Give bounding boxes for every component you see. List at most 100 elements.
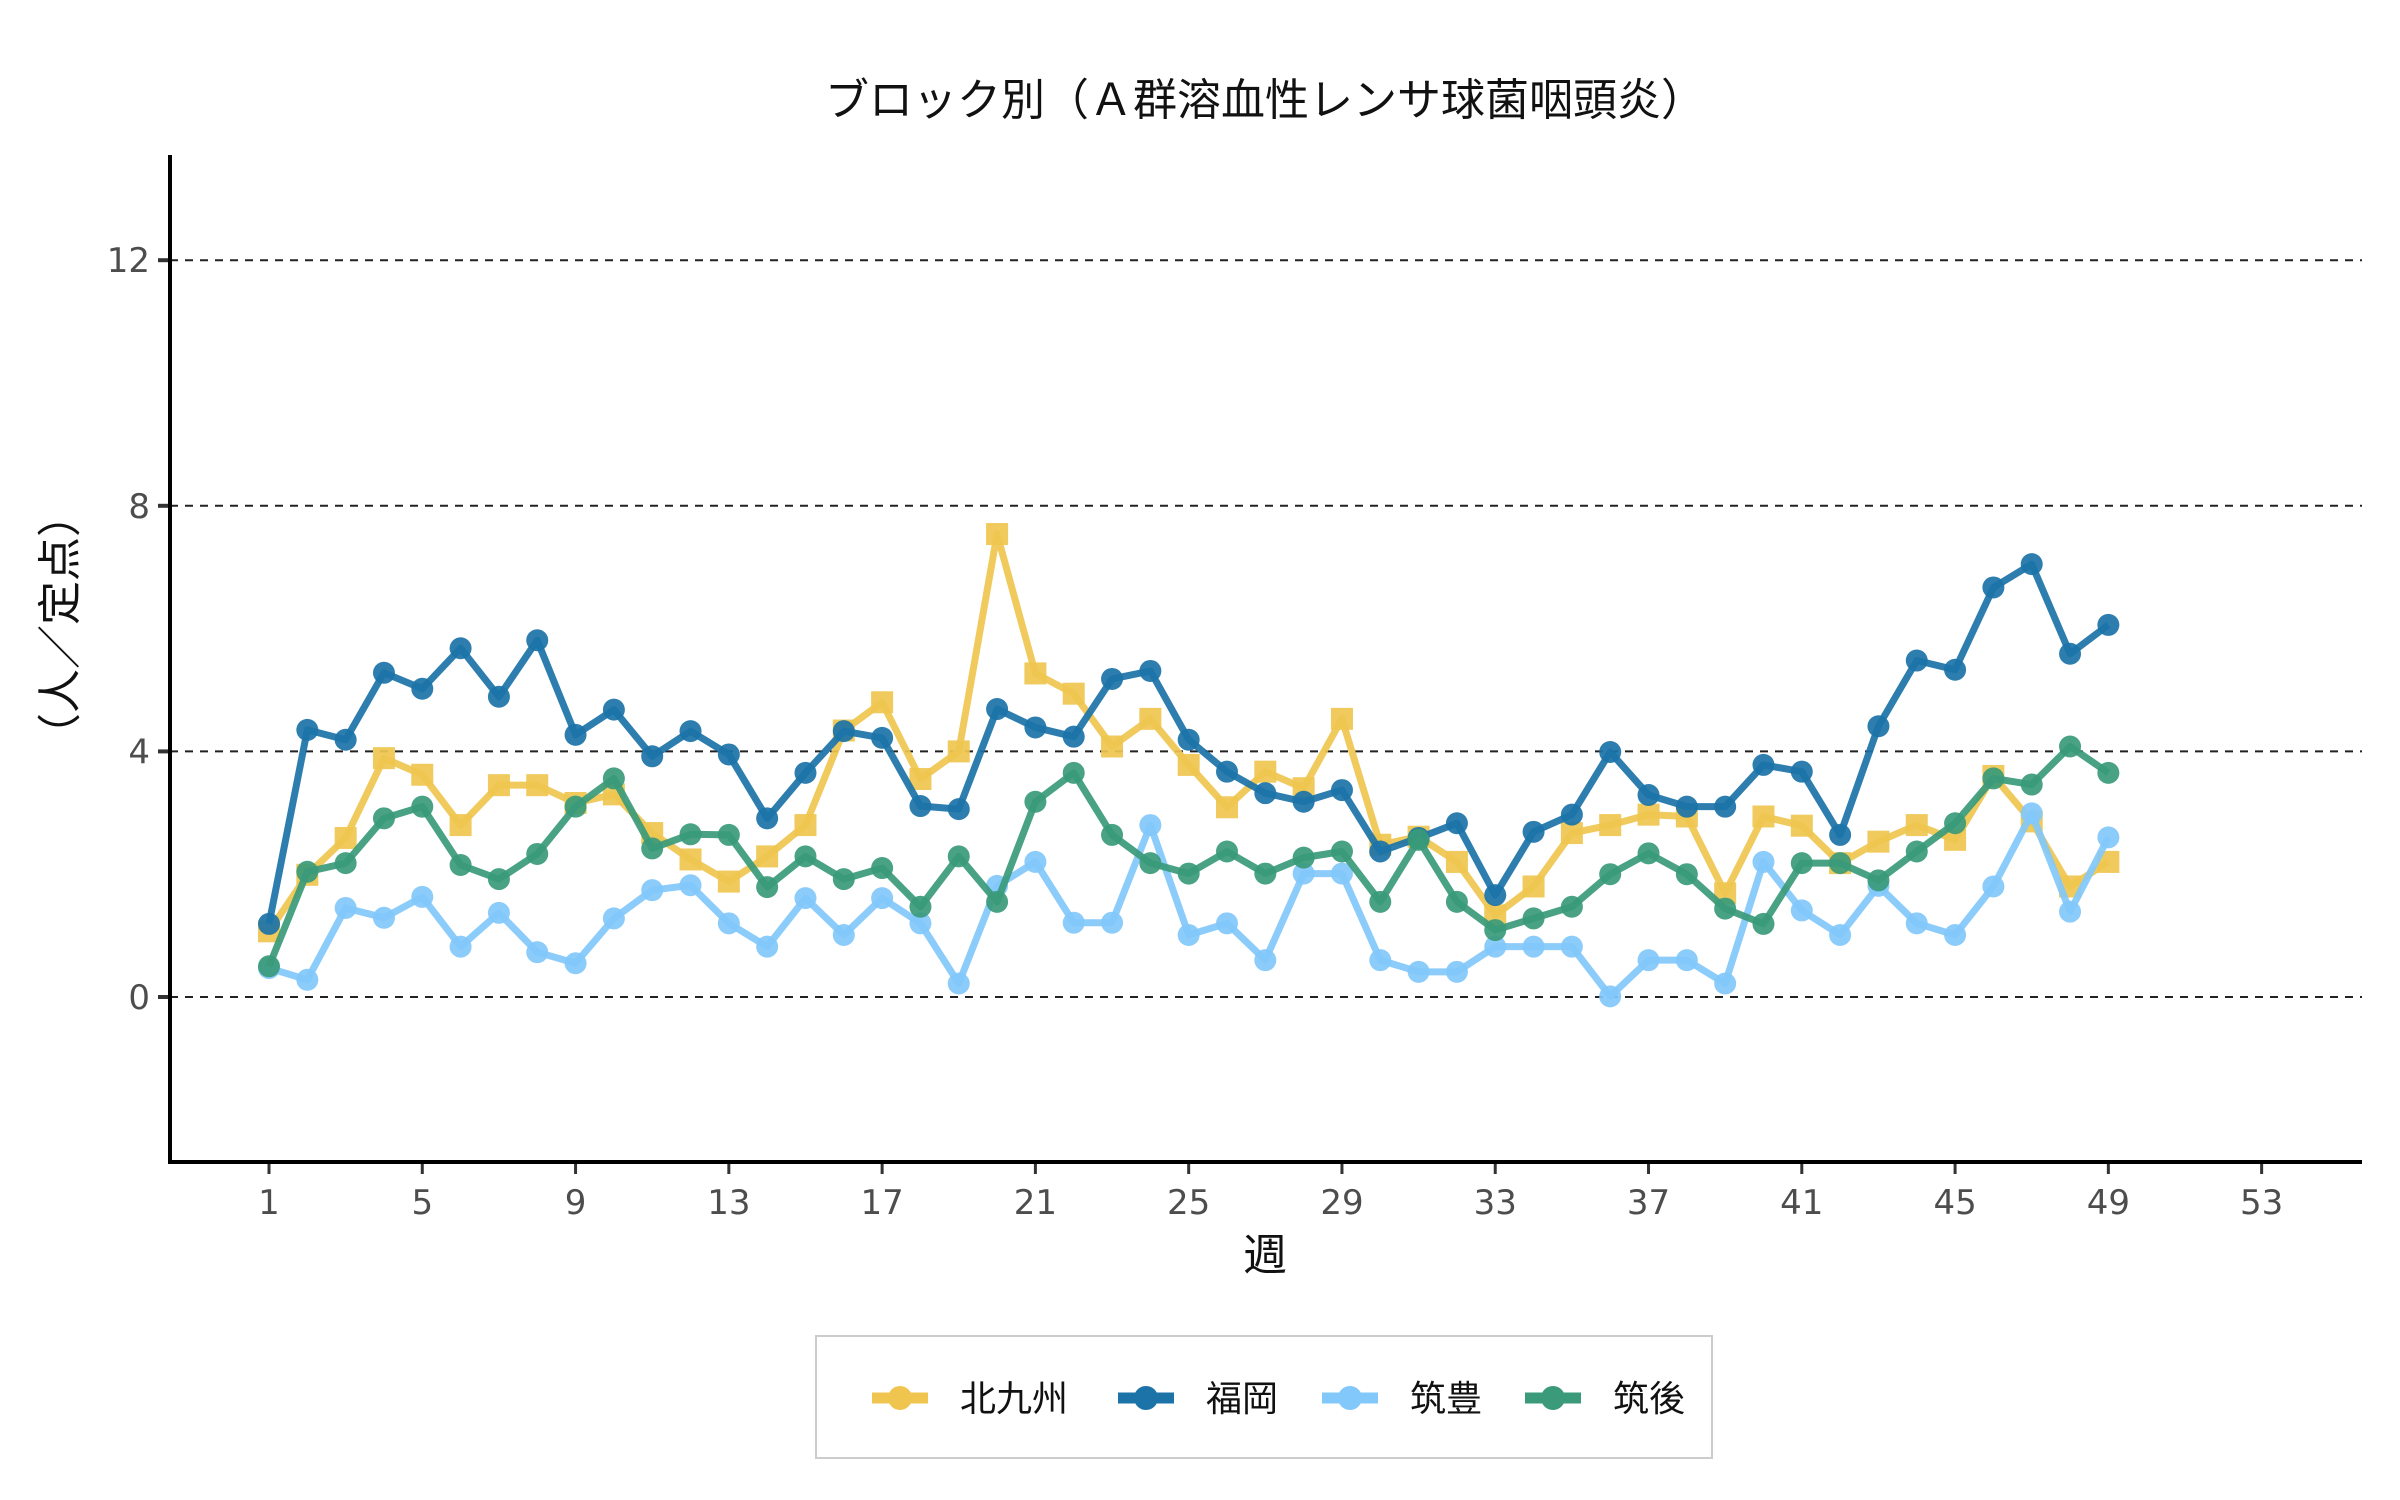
data-point [1177,862,1200,885]
data-point [2059,642,2082,665]
data-point [1522,935,1545,958]
data-point [1599,985,1622,1008]
data-point [1254,862,1277,885]
data-point [1790,814,1813,837]
data-point [449,853,472,876]
data-point [1216,840,1238,863]
y-tick-label: 8 [128,487,150,527]
data-point [602,767,625,790]
data-point [1292,862,1315,885]
data-point [1330,779,1353,802]
x-tick-label: 9 [565,1183,587,1223]
data-point [909,912,932,935]
data-point [602,698,625,721]
data-point [1292,790,1315,813]
data-point [372,807,395,830]
data-point [1752,805,1775,828]
data-point [1714,882,1737,905]
legend-key-marker [888,1386,912,1410]
data-point [334,826,357,849]
data-point [1101,667,1124,690]
data-point [1254,949,1277,972]
legend-label: 福岡 [1206,1379,1278,1420]
data-point [794,887,817,910]
legend-key-marker [1541,1386,1565,1410]
data-point [1445,812,1468,835]
data-point [1101,823,1124,846]
data-point [641,837,664,860]
data-point [2059,900,2082,923]
data-point [1369,949,1392,972]
data-point [334,728,357,751]
data-point [1062,911,1085,934]
data-point [794,845,817,868]
data-point [526,842,549,865]
data-point [1560,935,1583,958]
data-point [1062,725,1085,748]
data-point [1407,828,1430,851]
data-point [564,952,587,975]
y-axis-label: （人／定点） [35,493,86,757]
legend: 北九州 福岡 筑豊 筑後 [815,1335,1713,1459]
data-point [1560,803,1583,826]
data-point [1752,912,1775,935]
data-point [1944,923,1967,946]
data-point [2097,850,2120,873]
data-point [717,912,740,935]
data-point [679,823,702,846]
data-point [1216,760,1238,783]
data-point [679,848,702,871]
data-point [1790,899,1813,922]
data-point [2020,553,2043,576]
x-tick-label: 17 [860,1183,903,1223]
data-point [717,823,740,846]
data-point [1982,875,2005,898]
data-point [756,807,779,830]
data-point [1484,884,1507,907]
data-point [1254,760,1277,783]
series-3 [258,735,2120,978]
x-tick-label: 37 [1627,1183,1670,1223]
data-point [1254,782,1277,805]
data-point [1752,753,1775,776]
data-point [1867,869,1890,892]
x-tick-label: 33 [1474,1183,1517,1223]
data-point [909,768,932,791]
data-point [871,857,894,880]
data-point [1369,840,1392,863]
data-point [1484,935,1507,958]
data-point [1905,840,1928,863]
data-point [1982,767,2005,790]
data-point [832,868,855,891]
data-point [679,874,702,897]
data-point [679,720,702,743]
data-point [2097,761,2120,784]
data-point [1675,795,1698,818]
data-point [1599,741,1622,764]
data-point [1905,649,1928,672]
data-point [296,968,319,991]
data-point [1024,716,1047,739]
data-point [449,935,472,958]
data-point [2020,773,2043,796]
data-point [487,685,510,708]
data-point [832,720,855,743]
data-point [794,814,817,837]
data-point [1944,812,1967,835]
data-point [1599,863,1622,886]
data-point [1177,923,1200,946]
data-point [1790,760,1813,783]
data-point [449,814,472,837]
data-point [871,726,894,749]
data-point [1177,728,1200,751]
y-axis-ticks: 0 4 8 12 [107,241,170,1018]
data-point [1024,790,1047,813]
legend-key-marker [1338,1386,1362,1410]
data-point [2097,826,2120,849]
data-point [526,774,549,797]
data-point [1101,911,1124,934]
data-point [1637,842,1660,865]
data-point [756,845,779,868]
data-point [1139,814,1162,837]
series-2 [258,802,2120,1008]
